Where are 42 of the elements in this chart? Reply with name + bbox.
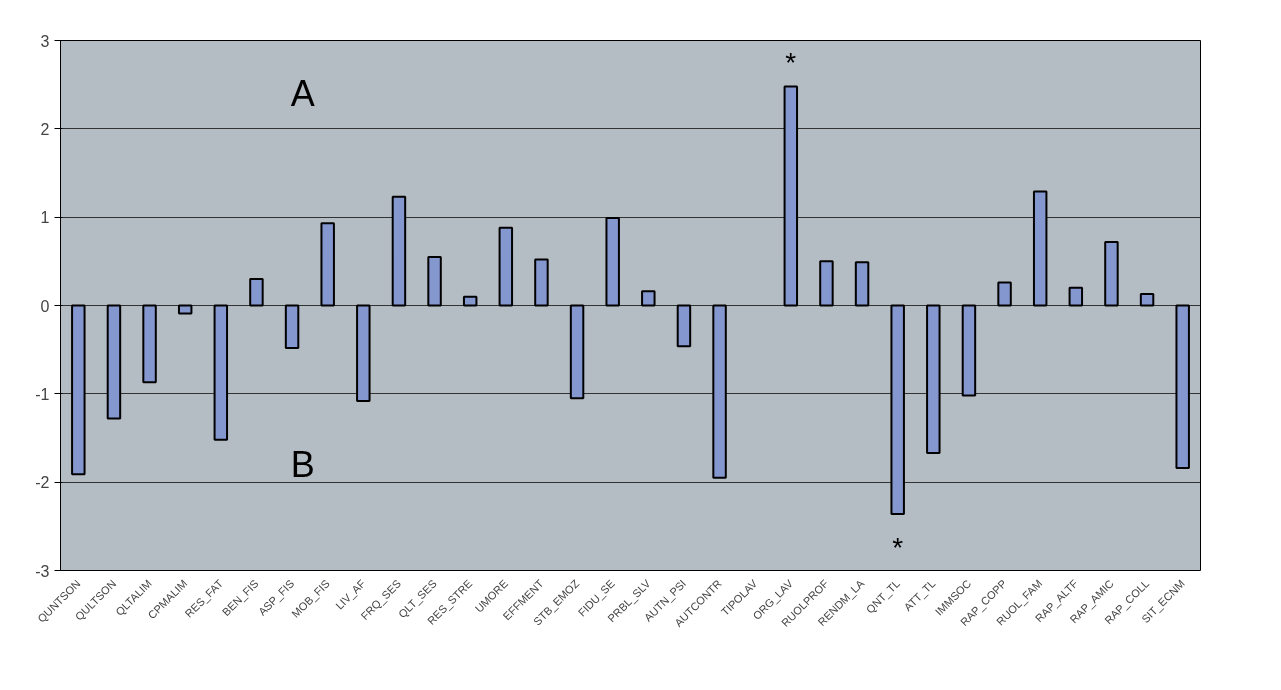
bar <box>569 304 585 400</box>
bar <box>284 304 300 349</box>
bar <box>641 290 656 307</box>
annotation: A <box>290 73 315 114</box>
bar <box>213 304 229 441</box>
bar <box>534 258 549 307</box>
bar <box>391 195 407 307</box>
bar <box>356 304 371 402</box>
bar <box>819 260 834 307</box>
y-tick-label: -2 <box>35 474 50 492</box>
bar <box>783 85 799 307</box>
bar <box>1068 286 1084 307</box>
bar <box>1104 240 1119 307</box>
bar <box>177 304 193 315</box>
bar <box>462 295 478 307</box>
bar <box>890 304 905 515</box>
bar <box>249 278 264 307</box>
bar <box>926 304 941 455</box>
bar <box>142 304 157 384</box>
bar <box>854 261 870 307</box>
bar <box>498 226 514 307</box>
bar <box>961 304 977 397</box>
y-tick-label: -1 <box>35 385 50 403</box>
y-tick-label: 3 <box>40 32 50 50</box>
bar <box>1175 304 1190 470</box>
bar <box>320 222 335 307</box>
bar <box>676 304 692 348</box>
bar <box>71 304 86 476</box>
bar <box>997 281 1012 307</box>
bar <box>712 304 727 479</box>
y-tick-label: 0 <box>40 297 50 315</box>
annotation: * <box>892 532 904 564</box>
bar <box>427 255 442 307</box>
y-tick-label: -3 <box>35 562 50 580</box>
bar <box>106 304 122 420</box>
annotation: B <box>290 444 315 485</box>
annotation: * <box>785 47 797 79</box>
y-tick-label: 2 <box>40 120 50 138</box>
bar <box>605 217 620 307</box>
y-tick-label: 1 <box>40 209 50 227</box>
bar <box>1032 190 1048 307</box>
bar <box>1139 293 1155 307</box>
